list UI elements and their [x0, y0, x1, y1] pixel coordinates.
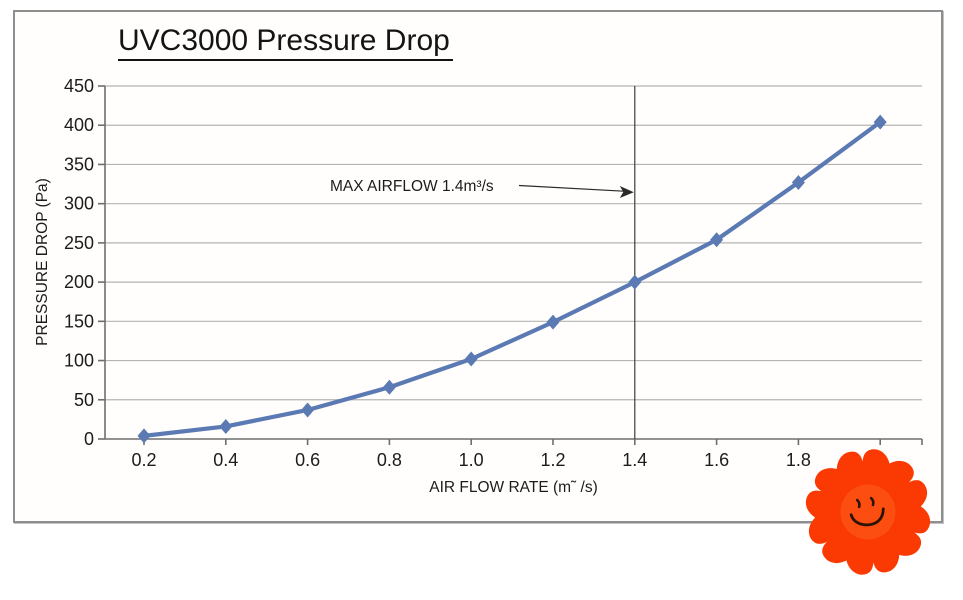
chart-frame: UVC3000 Pressure Drop — [13, 10, 943, 523]
flower-petal — [845, 521, 900, 575]
chart-title: UVC3000 Pressure Drop — [118, 24, 453, 61]
